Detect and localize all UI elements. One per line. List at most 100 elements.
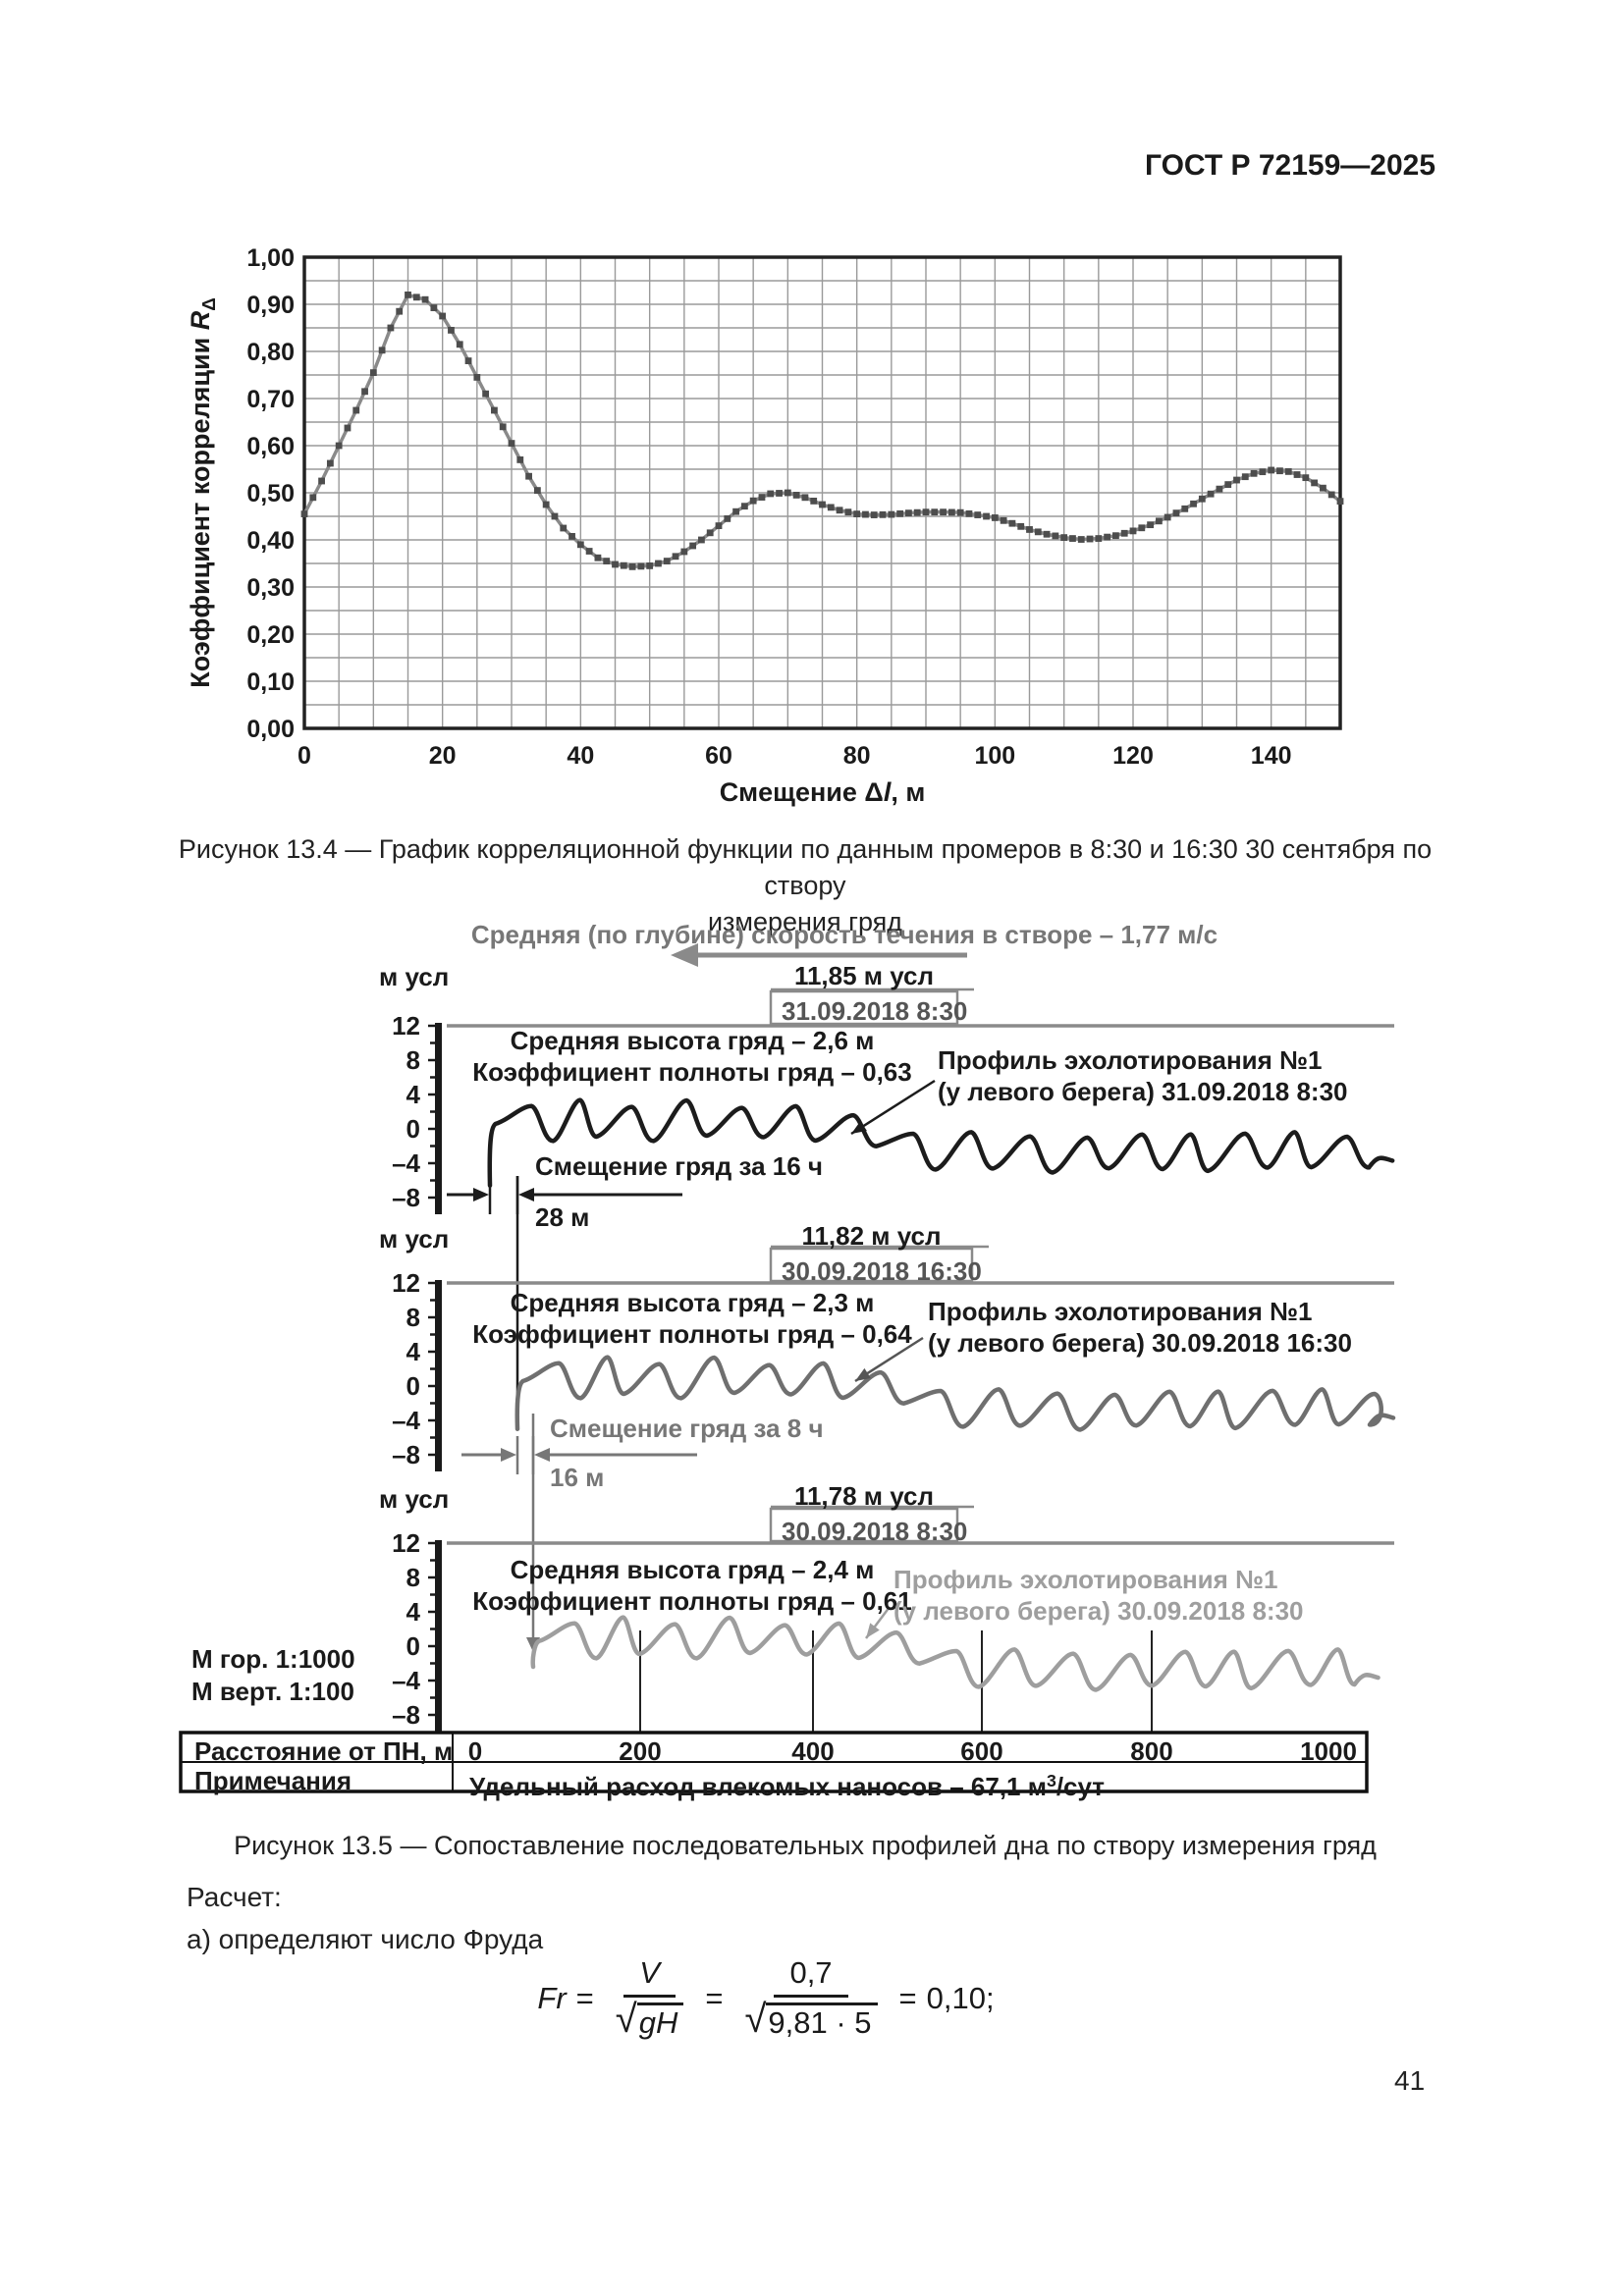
dune-fullness-1: Коэффициент полноты гряд – 0,63 bbox=[472, 1057, 912, 1087]
unit-label-3: м усл bbox=[379, 1484, 450, 1514]
note-unit: /сут bbox=[1056, 1772, 1106, 1801]
shift-dimension-1 bbox=[447, 1176, 682, 1214]
profile-label-1a: Профиль эхолотирования №1 bbox=[938, 1045, 1323, 1075]
svg-text:0,00: 0,00 bbox=[246, 716, 295, 743]
svg-text:0,70: 0,70 bbox=[246, 386, 295, 413]
svg-text:0: 0 bbox=[406, 1631, 420, 1661]
level-value-1: 11,85 м усл bbox=[793, 961, 935, 990]
svg-text:0,30: 0,30 bbox=[246, 574, 295, 602]
note-text: Удельный расход влекомых наносов – 67,1 … bbox=[469, 1772, 1047, 1801]
bed-profile-curve-2 bbox=[514, 1355, 1396, 1432]
distance-600: 600 bbox=[960, 1736, 1003, 1766]
scale-horizontal: М гор. 1:1000 bbox=[191, 1644, 355, 1674]
bed-profile-curve-1 bbox=[487, 1097, 1395, 1188]
distance-800: 800 bbox=[1130, 1736, 1173, 1766]
shift-label-1: Смещение гряд за 16 ч bbox=[535, 1151, 824, 1181]
curve-markers bbox=[300, 292, 1344, 570]
distance-200: 200 bbox=[619, 1736, 662, 1766]
numerator-07: 0,7 bbox=[774, 1955, 848, 1998]
bed-profiles-diagram: 12 8 4 0 –4 –8 12 8 4 0 –4 –8 12 8 4 0 –4 –8 bbox=[179, 943, 1396, 1793]
tick-labels: 1,00 0,90 0,80 0,70 0,60 0,50 0,40 0,30 0,20 0,10… bbox=[246, 244, 1291, 770]
y-axis-sub: Δ bbox=[199, 297, 220, 311]
equals-3: = bbox=[898, 1980, 917, 2015]
denominator-sqrt-981: √ 9,81 · 5 bbox=[744, 1998, 878, 2041]
distance-400: 400 bbox=[791, 1736, 835, 1766]
profile-3: 12 8 4 0 –4 –8 bbox=[392, 1505, 1394, 1732]
distance-0: 0 bbox=[467, 1736, 483, 1766]
svg-text:0: 0 bbox=[406, 1371, 420, 1401]
y-axis-title-text: Коэффициент корреляции bbox=[186, 330, 215, 688]
note-sup: 3 bbox=[1046, 1771, 1056, 1790]
velocity-note: Средняя (по глубине) скорость течения в … bbox=[470, 920, 1218, 949]
svg-text:8: 8 bbox=[406, 1045, 420, 1075]
equals-2: = bbox=[705, 1980, 724, 2015]
svg-text:4: 4 bbox=[406, 1597, 421, 1627]
y-axis-var: R bbox=[186, 310, 215, 331]
svg-text:0,40: 0,40 bbox=[246, 527, 295, 555]
dune-fullness-3: Коэффициент полноты гряд – 0,61 bbox=[472, 1586, 912, 1616]
figure-13-5: 12 8 4 0 –4 –8 12 8 4 0 –4 –8 12 8 4 0 –4 –8 Средняя (по … bbox=[137, 918, 1512, 1806]
svg-text:4: 4 bbox=[406, 1337, 421, 1366]
page-number: 41 bbox=[1394, 2065, 1426, 2096]
equals-1: = bbox=[575, 1980, 594, 2015]
dune-height-2: Средняя высота гряд – 2,3 м bbox=[510, 1288, 875, 1317]
table-note: Удельный расход влекомых наносов – 67,1 … bbox=[469, 1766, 1105, 1801]
profile-label-3b: (у левого берега) 30.09.2018 8:30 bbox=[893, 1596, 1304, 1626]
svg-text:–8: –8 bbox=[392, 1440, 420, 1469]
svg-text:0: 0 bbox=[406, 1114, 420, 1144]
svg-text:100: 100 bbox=[974, 742, 1015, 770]
svg-text:0,10: 0,10 bbox=[246, 668, 295, 696]
svg-text:120: 120 bbox=[1112, 742, 1154, 770]
svg-text:1,00: 1,00 bbox=[246, 244, 295, 272]
profile-label-2b: (у левого берега) 30.09.2018 16:30 bbox=[928, 1328, 1352, 1358]
svg-text:0: 0 bbox=[298, 742, 311, 770]
level-value-3: 11,78 м усл bbox=[793, 1481, 935, 1511]
radicand-gh: gH bbox=[636, 2002, 684, 2041]
svg-text:12: 12 bbox=[392, 1011, 420, 1041]
svg-text:–4: –4 bbox=[392, 1406, 420, 1435]
shift-value-2: 16 м bbox=[550, 1463, 605, 1492]
dune-height-3: Средняя высота гряд – 2,4 м bbox=[510, 1555, 875, 1584]
caption-line-2: измерения гряд bbox=[707, 907, 903, 936]
correlation-chart: 1,00 0,90 0,80 0,70 0,60 0,50 0,40 0,30 0,20 0,10… bbox=[246, 244, 1344, 770]
y-axis-title: Коэффициент корреляции RΔ bbox=[186, 297, 221, 688]
level-date-3: 30.09.2018 8:30 bbox=[782, 1517, 968, 1546]
page-header: ГОСТ Р 72159—2025 bbox=[1144, 149, 1435, 182]
caption-line-1: Рисунок 13.4 — График корреляционной фун… bbox=[178, 834, 1433, 900]
x-axis-var: l bbox=[883, 777, 892, 807]
level-date-2: 30.09.2018 16:30 bbox=[782, 1256, 982, 1286]
calc-title: Расчет: bbox=[187, 1882, 282, 1912]
profile-table bbox=[179, 1731, 1369, 1793]
distance-1000: 1000 bbox=[1300, 1736, 1357, 1766]
numerator-v: V bbox=[623, 1955, 676, 1998]
sqrt-icon-2: √ bbox=[744, 1998, 767, 2041]
chart-frame bbox=[302, 255, 1342, 730]
table-row1-label: Расстояние от ПН, м bbox=[194, 1736, 454, 1766]
scale-vertical: М верт. 1:100 bbox=[191, 1677, 354, 1706]
dune-fullness-2: Коэффициент полноты гряд – 0,64 bbox=[472, 1319, 912, 1349]
svg-text:8: 8 bbox=[406, 1303, 420, 1332]
radicand-981: 9,81 · 5 bbox=[766, 2002, 878, 2041]
formula-lhs: Fr bbox=[537, 1980, 567, 2015]
x-axis-title-text: Смещение Δ bbox=[719, 777, 884, 807]
svg-text:0,20: 0,20 bbox=[246, 621, 295, 649]
profile-label-3a: Профиль эхолотирования №1 bbox=[893, 1565, 1278, 1594]
denominator-sqrt-gh: √ gH bbox=[616, 1998, 684, 2041]
svg-text:80: 80 bbox=[843, 742, 871, 770]
svg-text:60: 60 bbox=[705, 742, 732, 770]
profile-leader-2 bbox=[854, 1336, 924, 1383]
svg-text:–4: –4 bbox=[392, 1148, 420, 1178]
svg-text:0,90: 0,90 bbox=[246, 292, 295, 319]
svg-text:12: 12 bbox=[392, 1528, 420, 1558]
figure-13-5-caption: Рисунок 13.5 — Сопоставление последовате… bbox=[234, 1831, 1377, 1860]
svg-text:0,80: 0,80 bbox=[246, 339, 295, 366]
profile-label-1b: (у левого берега) 31.09.2018 8:30 bbox=[938, 1077, 1348, 1106]
svg-text:20: 20 bbox=[429, 742, 457, 770]
figure-13-4: 1,00 0,90 0,80 0,70 0,60 0,50 0,40 0,30 0,20 0,10… bbox=[147, 236, 1384, 815]
chart-grid bbox=[303, 256, 1341, 729]
formula-result: 0,10; bbox=[926, 1980, 995, 2015]
fraction-symbolic: V √ gH bbox=[616, 1955, 684, 2041]
calc-step-a: а) определяют число Фруда bbox=[187, 1924, 544, 1954]
profile-2: 12 8 4 0 –4 –8 bbox=[392, 1245, 1396, 1471]
level-date-1: 31.09.2018 8:30 bbox=[782, 996, 968, 1026]
